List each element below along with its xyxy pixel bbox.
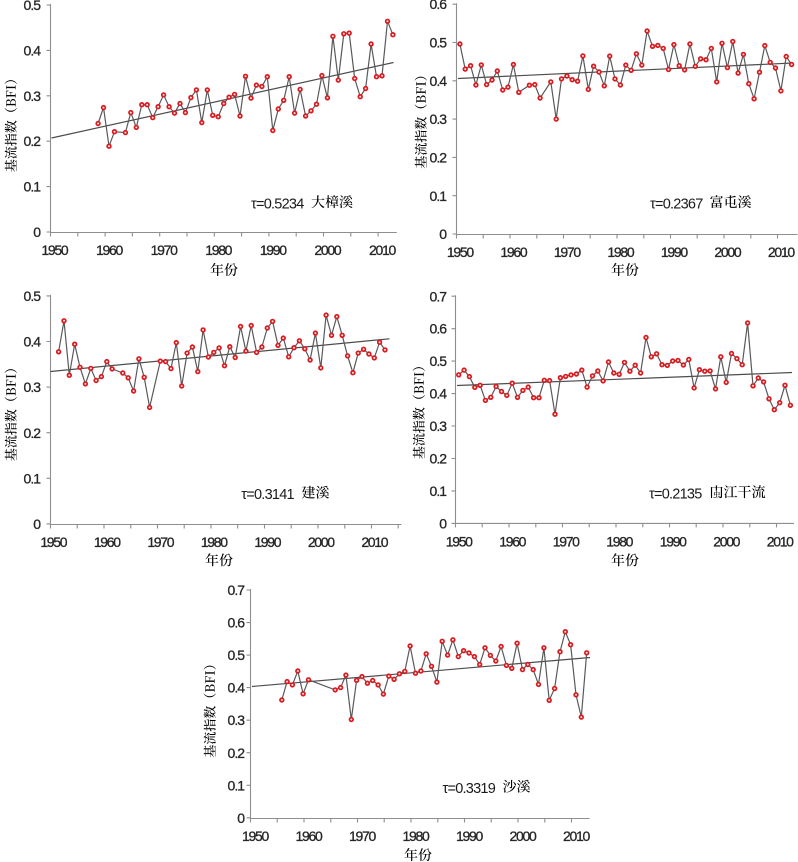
svg-text:0.1: 0.1 xyxy=(24,179,42,195)
svg-text:0.3: 0.3 xyxy=(430,111,448,127)
svg-text:0.2: 0.2 xyxy=(24,425,42,441)
svg-text:0.6: 0.6 xyxy=(430,0,448,12)
svg-text:2000: 2000 xyxy=(510,828,537,844)
svg-text:0.3: 0.3 xyxy=(24,379,42,395)
svg-text:1990: 1990 xyxy=(660,533,687,549)
svg-text:1980: 1980 xyxy=(607,244,634,260)
svg-text:1980: 1980 xyxy=(606,533,633,549)
svg-text:1960: 1960 xyxy=(499,533,526,549)
svg-text:0.1: 0.1 xyxy=(430,483,448,499)
svg-text:1980: 1980 xyxy=(403,828,430,844)
svg-text:1970: 1970 xyxy=(554,244,581,260)
svg-text:1960: 1960 xyxy=(94,534,121,550)
svg-text:2000: 2000 xyxy=(314,242,341,258)
svg-text:0.4: 0.4 xyxy=(228,680,246,696)
svg-text:0.5: 0.5 xyxy=(430,35,448,51)
svg-text:1950: 1950 xyxy=(41,242,68,258)
svg-text:2010: 2010 xyxy=(767,533,794,549)
svg-text:0.1: 0.1 xyxy=(24,470,42,486)
svg-text:0: 0 xyxy=(33,224,41,240)
svg-text:0: 0 xyxy=(439,226,447,242)
svg-text:1980: 1980 xyxy=(205,242,232,258)
svg-text:τ=0.5234: τ=0.5234 xyxy=(251,197,304,213)
svg-text:2010: 2010 xyxy=(361,534,388,550)
svg-text:0.5: 0.5 xyxy=(24,288,42,304)
svg-text:0.3: 0.3 xyxy=(228,712,246,728)
svg-text:0.5: 0.5 xyxy=(24,0,42,13)
svg-text:0.3: 0.3 xyxy=(24,88,42,104)
svg-text:1980: 1980 xyxy=(201,534,228,550)
svg-text:τ=0.3141: τ=0.3141 xyxy=(241,487,294,503)
svg-text:1990: 1990 xyxy=(254,534,281,550)
svg-text:0.2: 0.2 xyxy=(430,451,448,467)
svg-text:2010: 2010 xyxy=(563,828,590,844)
svg-text:0.7: 0.7 xyxy=(430,288,448,304)
svg-text:0.6: 0.6 xyxy=(228,615,246,631)
svg-text:1950: 1950 xyxy=(242,828,269,844)
svg-text:0: 0 xyxy=(237,810,245,826)
svg-text:0.5: 0.5 xyxy=(430,353,448,369)
svg-text:0.1: 0.1 xyxy=(228,777,246,793)
svg-text:0: 0 xyxy=(33,516,41,532)
svg-text:1970: 1970 xyxy=(151,242,178,258)
svg-text:0.4: 0.4 xyxy=(24,334,42,350)
svg-text:0.2: 0.2 xyxy=(228,745,246,761)
svg-text:2000: 2000 xyxy=(714,244,741,260)
svg-text:1960: 1960 xyxy=(296,828,323,844)
svg-text:0: 0 xyxy=(439,515,447,531)
svg-text:0.4: 0.4 xyxy=(24,42,42,58)
svg-text:1990: 1990 xyxy=(661,244,688,260)
svg-text:0.4: 0.4 xyxy=(430,386,448,402)
svg-text:1950: 1950 xyxy=(40,534,67,550)
svg-text:0.3: 0.3 xyxy=(430,418,448,434)
svg-text:0.5: 0.5 xyxy=(228,647,246,663)
svg-text:1970: 1970 xyxy=(553,533,580,549)
svg-text:2010: 2010 xyxy=(768,244,795,260)
svg-text:1990: 1990 xyxy=(456,828,483,844)
svg-text:1960: 1960 xyxy=(96,242,123,258)
svg-text:0.4: 0.4 xyxy=(430,73,448,89)
svg-text:0.1: 0.1 xyxy=(430,188,448,204)
svg-text:1970: 1970 xyxy=(147,534,174,550)
svg-text:1960: 1960 xyxy=(500,244,527,260)
svg-text:2010: 2010 xyxy=(369,242,396,258)
svg-text:0.2: 0.2 xyxy=(430,149,448,165)
svg-text:0.7: 0.7 xyxy=(228,582,246,598)
svg-text:1950: 1950 xyxy=(446,533,473,549)
svg-text:1970: 1970 xyxy=(349,828,376,844)
svg-text:τ=0.3319: τ=0.3319 xyxy=(443,781,496,797)
svg-text:2000: 2000 xyxy=(308,534,335,550)
svg-text:2000: 2000 xyxy=(713,533,740,549)
svg-text:τ=0.2367: τ=0.2367 xyxy=(650,197,703,213)
svg-text:0.2: 0.2 xyxy=(24,133,42,149)
svg-text:τ=0.2135: τ=0.2135 xyxy=(649,487,702,503)
svg-text:1950: 1950 xyxy=(447,244,474,260)
svg-text:0.6: 0.6 xyxy=(430,321,448,337)
svg-text:1990: 1990 xyxy=(260,242,287,258)
